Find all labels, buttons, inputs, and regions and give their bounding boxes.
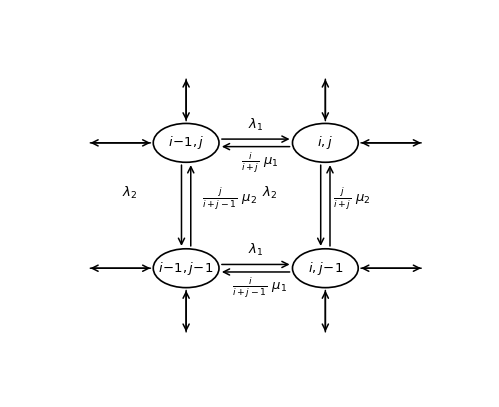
Text: $i, j$: $i, j$ xyxy=(317,134,333,151)
Text: $i\!-\!1, j\!-\!1$: $i\!-\!1, j\!-\!1$ xyxy=(158,260,214,277)
Text: $\frac{i}{i+j-1}\ \mu_1$: $\frac{i}{i+j-1}\ \mu_1$ xyxy=(232,276,287,300)
Text: $\frac{j}{i+j-1}\ \mu_2$: $\frac{j}{i+j-1}\ \mu_2$ xyxy=(202,186,256,212)
Text: $\lambda_2$: $\lambda_2$ xyxy=(122,185,138,201)
Text: $i, j\!-\!1$: $i, j\!-\!1$ xyxy=(308,260,343,277)
Text: $\frac{j}{i+j}\ \mu_2$: $\frac{j}{i+j}\ \mu_2$ xyxy=(333,186,371,212)
Ellipse shape xyxy=(153,249,219,288)
Text: $\frac{i}{i+j}\ \mu_1$: $\frac{i}{i+j}\ \mu_1$ xyxy=(241,151,278,175)
Ellipse shape xyxy=(292,249,358,288)
Text: $\lambda_1$: $\lambda_1$ xyxy=(248,117,263,133)
Ellipse shape xyxy=(153,123,219,162)
Text: $i\!-\!1, j$: $i\!-\!1, j$ xyxy=(168,134,205,151)
Text: $\lambda_2$: $\lambda_2$ xyxy=(261,185,277,201)
Ellipse shape xyxy=(292,123,358,162)
Text: $\lambda_1$: $\lambda_1$ xyxy=(248,242,263,258)
